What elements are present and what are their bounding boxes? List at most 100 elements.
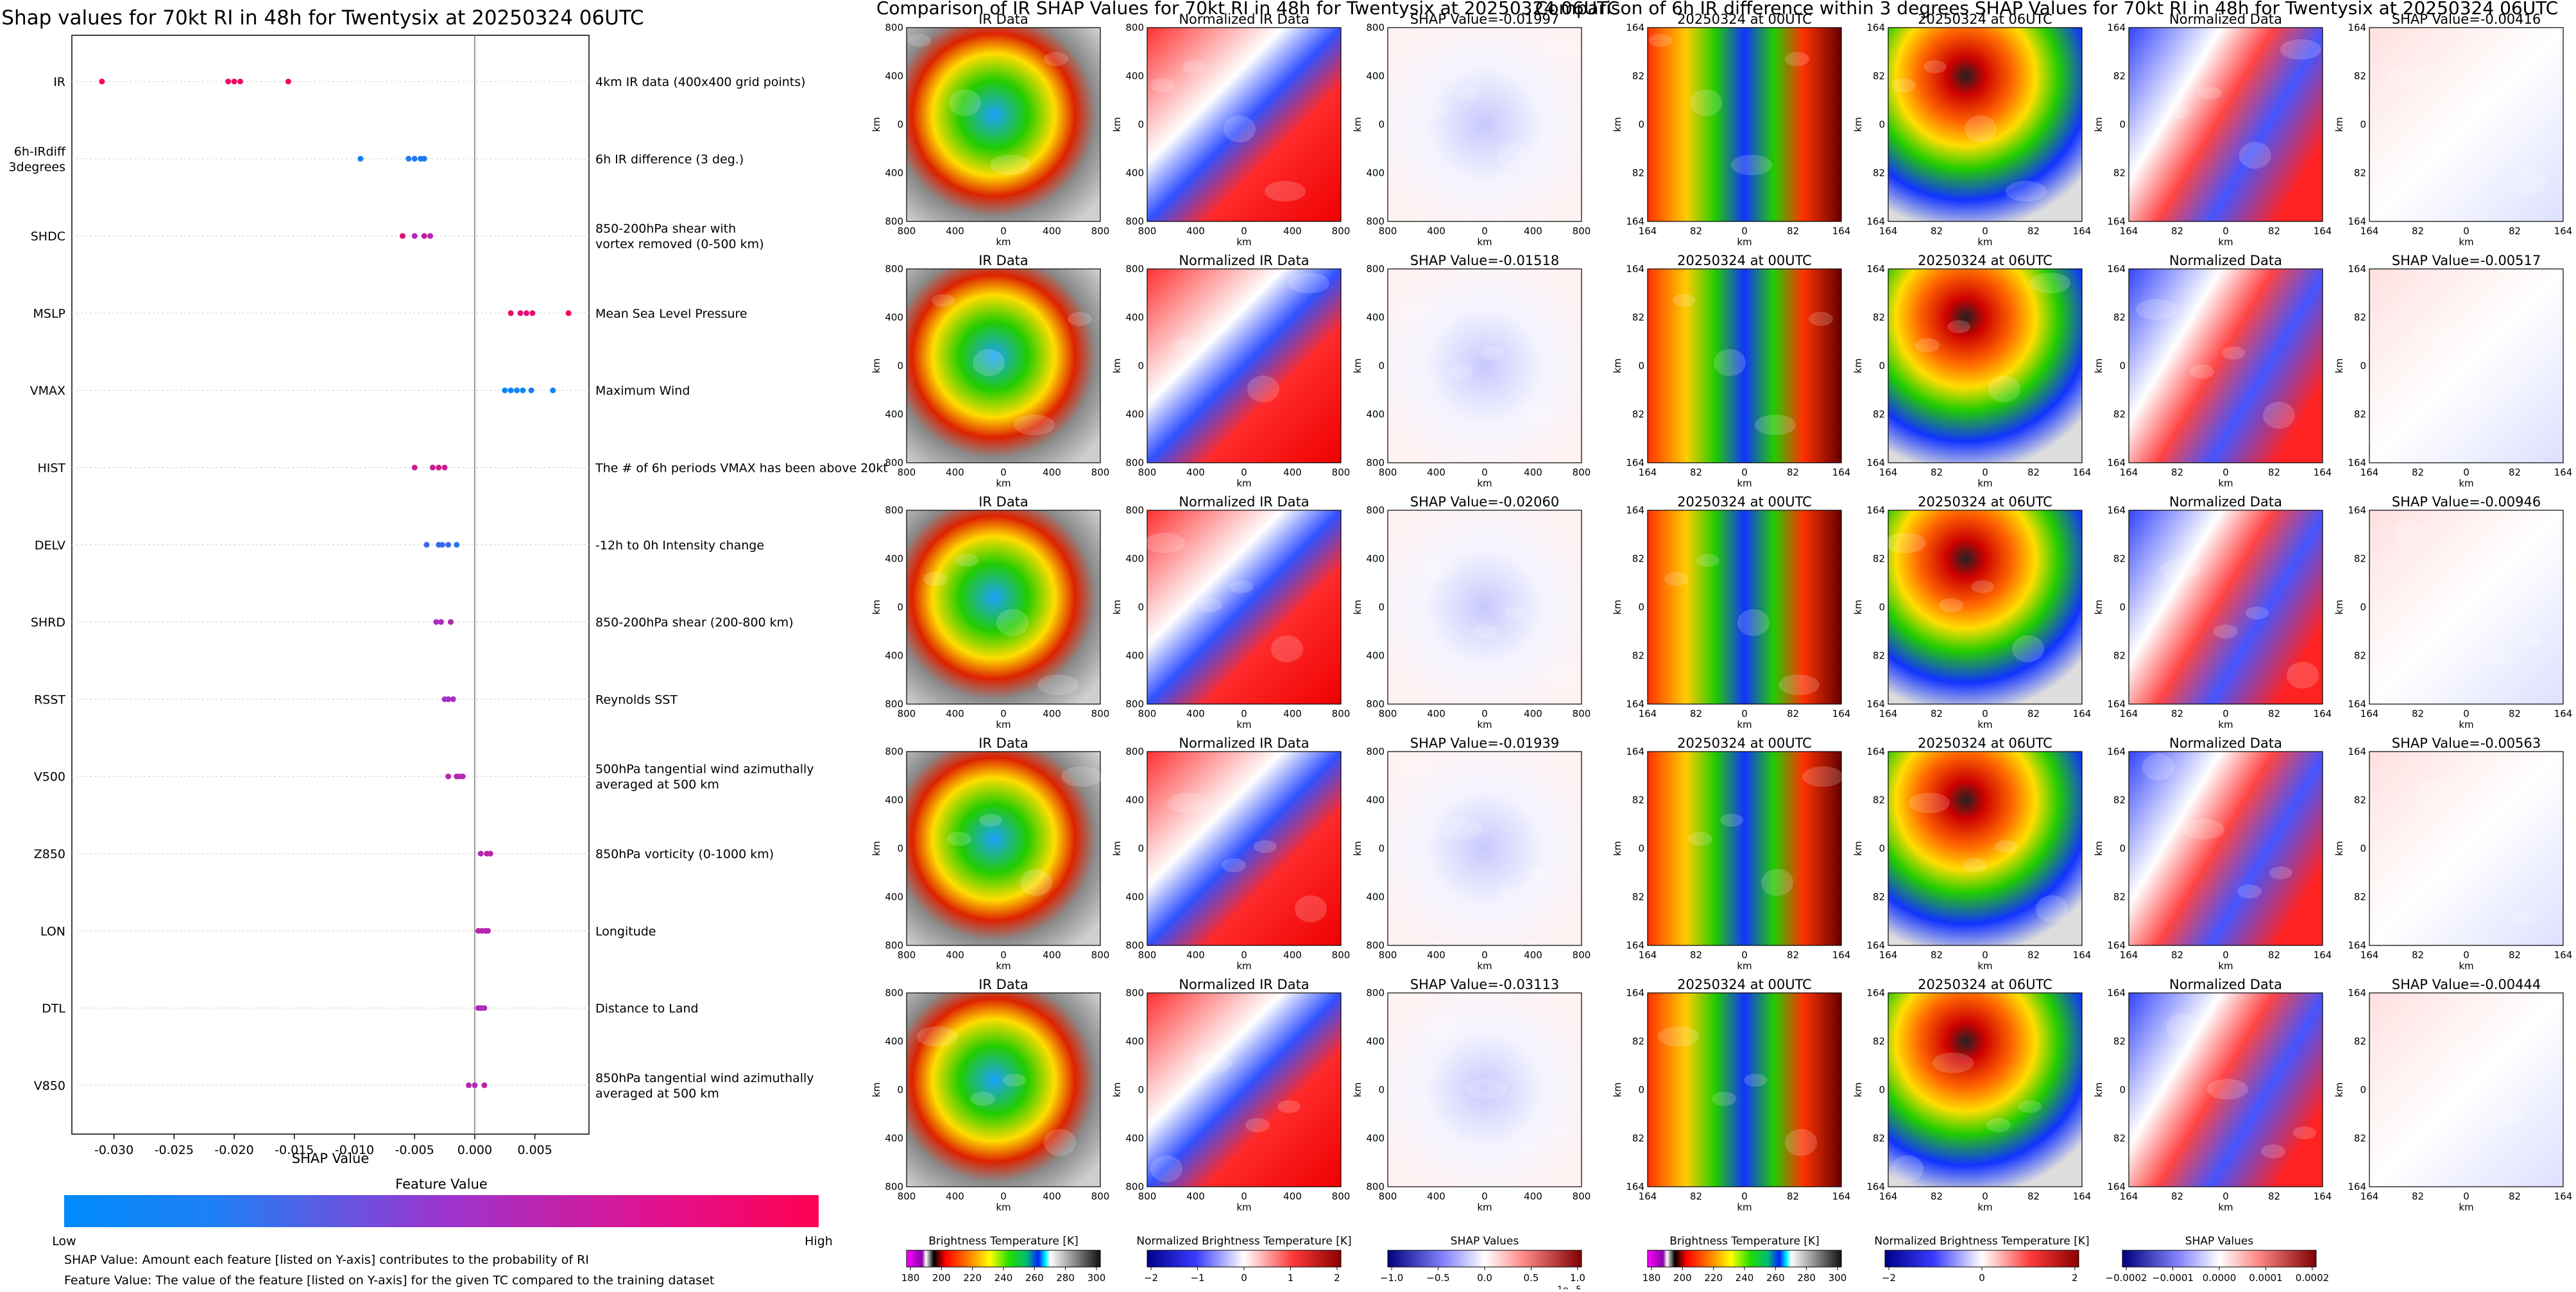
map-x-tick: 400 bbox=[1043, 1191, 1061, 1202]
map-texture bbox=[1658, 1026, 1699, 1047]
map-texture bbox=[1712, 1092, 1736, 1106]
map-y-tick: 800 bbox=[1366, 457, 1385, 469]
colorbar-title: Feature Value bbox=[395, 1176, 488, 1192]
map-y-tick: 82 bbox=[2354, 795, 2366, 806]
map-x-tick: 164 bbox=[1832, 949, 1851, 961]
map-x-tick: 0 bbox=[1000, 1191, 1007, 1202]
map-texture bbox=[2434, 585, 2475, 606]
colorbar bbox=[1647, 1250, 1842, 1268]
feature-description: 4km IR data (400x400 grid points) bbox=[595, 75, 806, 89]
map-x-tick: 0 bbox=[2222, 1191, 2229, 1202]
map-x-tick: 164 bbox=[1879, 467, 1898, 478]
map-x-tick: 0 bbox=[1481, 708, 1488, 719]
map-texture bbox=[2410, 325, 2452, 346]
map-image bbox=[2369, 268, 2564, 463]
map-texture bbox=[2488, 651, 2512, 665]
map-y-tick: 0 bbox=[1138, 119, 1144, 130]
shap-point bbox=[231, 78, 237, 85]
map-x-tick: 82 bbox=[1787, 467, 1799, 478]
map-image bbox=[1387, 510, 1582, 705]
map-x-tick: 164 bbox=[2314, 467, 2332, 478]
map-x-tick: 400 bbox=[1186, 467, 1205, 478]
map-x-axis-label: km bbox=[996, 236, 1011, 248]
colorbar-label: SHAP Values bbox=[2185, 1235, 2254, 1248]
map-texture bbox=[2512, 911, 2536, 925]
colorbar-tick-label: −1.0 bbox=[1380, 1272, 1403, 1284]
map-image bbox=[1647, 992, 1842, 1187]
map-texture bbox=[1522, 402, 1554, 429]
map-x-tick: 164 bbox=[1639, 949, 1657, 961]
map-y-tick: 164 bbox=[2107, 216, 2126, 227]
map-x-tick: 0 bbox=[2463, 708, 2469, 719]
map-x-tick: 164 bbox=[1832, 708, 1851, 719]
map-y-axis-label: km bbox=[1612, 117, 1623, 132]
map-y-tick: 800 bbox=[885, 504, 903, 516]
map-y-tick: 0 bbox=[1879, 843, 1885, 854]
map-texture bbox=[2293, 1126, 2316, 1139]
map-texture bbox=[1222, 858, 1246, 872]
map-texture bbox=[2239, 142, 2271, 169]
map-texture bbox=[1528, 866, 1551, 879]
map-x-tick: 82 bbox=[1690, 708, 1702, 719]
shap-point bbox=[421, 233, 427, 239]
map-x-axis-label: km bbox=[2459, 236, 2473, 248]
map-y-tick: 164 bbox=[1866, 22, 1885, 33]
map-title: SHAP Value=-0.00444 bbox=[2392, 977, 2541, 992]
feature-label: MSLP bbox=[33, 307, 66, 321]
map-texture bbox=[2376, 893, 2399, 906]
map-y-tick: 82 bbox=[1632, 650, 1644, 662]
map-x-tick: 400 bbox=[1186, 949, 1205, 961]
map-texture bbox=[2441, 1040, 2473, 1067]
map-y-tick: 82 bbox=[2354, 168, 2366, 179]
map-texture bbox=[1963, 858, 1987, 872]
map-x-axis-label: km bbox=[996, 960, 1011, 972]
map-y-tick: 0 bbox=[897, 601, 903, 613]
map-texture bbox=[1947, 320, 1970, 333]
map-texture bbox=[1182, 60, 1206, 73]
map-x-tick: 82 bbox=[2171, 225, 2183, 237]
map-image bbox=[2369, 27, 2564, 222]
map-texture bbox=[2514, 168, 2546, 195]
map-x-tick: 164 bbox=[1832, 467, 1851, 478]
map-x-axis-label: km bbox=[2459, 478, 2473, 489]
map-y-tick: 400 bbox=[1125, 1036, 1144, 1047]
map-y-tick: 0 bbox=[1638, 119, 1644, 130]
map-y-tick: 400 bbox=[1125, 553, 1144, 565]
map-texture bbox=[1401, 754, 1433, 780]
feature-description: Mean Sea Level Pressure bbox=[595, 307, 747, 321]
map-x-axis-label: km bbox=[1737, 236, 1752, 248]
map-x-tick: 164 bbox=[2073, 467, 2092, 478]
map-y-tick: 82 bbox=[2354, 1133, 2366, 1144]
map-x-tick: 0 bbox=[1982, 225, 1988, 237]
map-y-tick: 164 bbox=[1866, 457, 1885, 469]
feature-label: RSST bbox=[34, 693, 65, 707]
map-x-tick: 82 bbox=[2412, 949, 2424, 961]
shap-point bbox=[485, 927, 491, 934]
map-y-tick: 400 bbox=[1125, 1133, 1144, 1144]
map-x-tick: 800 bbox=[1332, 949, 1351, 961]
map-texture bbox=[2190, 365, 2214, 379]
map-x-tick: 400 bbox=[946, 949, 964, 961]
map-y-tick: 800 bbox=[1125, 457, 1144, 469]
map-x-tick: 164 bbox=[2120, 1191, 2138, 1202]
map-y-axis-label: km bbox=[1612, 1082, 1623, 1097]
map-x-tick: 0 bbox=[1741, 467, 1748, 478]
map-x-tick: 800 bbox=[1379, 467, 1397, 478]
map-image bbox=[1888, 268, 2083, 463]
shap-point bbox=[450, 696, 456, 702]
map-title: IR Data bbox=[978, 253, 1028, 268]
map-y-tick: 82 bbox=[1873, 891, 1885, 903]
map-y-tick: 800 bbox=[1366, 1181, 1385, 1193]
map-y-tick: 82 bbox=[1632, 1036, 1644, 1047]
feature-description: Distance to Land bbox=[595, 1002, 699, 1016]
map-texture bbox=[949, 89, 981, 116]
colorbar-tick-label: 180 bbox=[901, 1272, 920, 1284]
shap-point bbox=[436, 465, 442, 470]
map-x-tick: 0 bbox=[2222, 467, 2229, 478]
map-y-tick: 164 bbox=[2348, 987, 2366, 999]
map-texture bbox=[1971, 580, 1994, 593]
map-y-axis-label: km bbox=[1111, 358, 1123, 373]
map-x-axis-label: km bbox=[996, 1202, 1011, 1213]
map-x-tick: 400 bbox=[1524, 708, 1542, 719]
map-y-tick: 164 bbox=[2107, 940, 2126, 951]
